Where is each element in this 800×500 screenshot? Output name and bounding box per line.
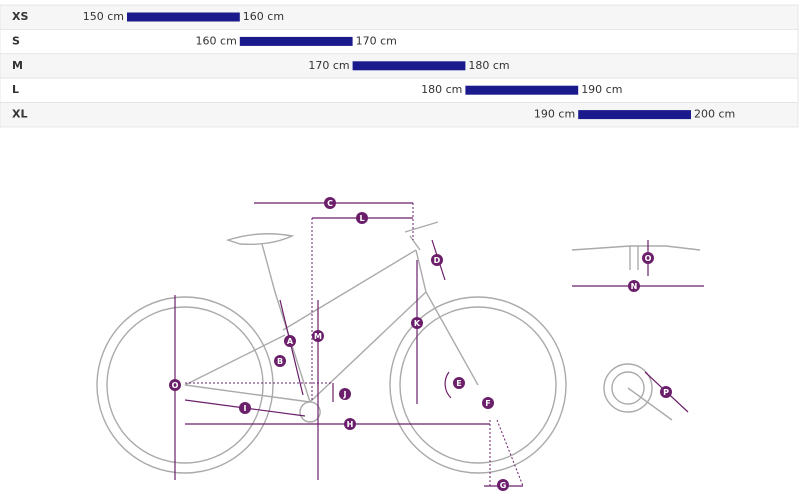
label-badge — [344, 418, 356, 430]
size-label: XS — [12, 10, 28, 23]
size-label: L — [12, 83, 19, 96]
range-bar — [578, 110, 691, 120]
dimension-letter: M — [314, 332, 322, 341]
dimension-letter: E — [456, 379, 461, 388]
min-label: 190 cm — [534, 108, 575, 121]
max-label: 180 cm — [468, 59, 509, 72]
label-badge — [411, 317, 423, 329]
range-bar — [127, 12, 240, 22]
min-label: 170 cm — [308, 59, 349, 72]
max-label: 170 cm — [356, 34, 397, 47]
size-label: XL — [12, 108, 28, 121]
label-badge — [628, 280, 640, 292]
label-badge — [339, 388, 351, 400]
max-label: 160 cm — [243, 10, 284, 23]
dimension-letter: G — [500, 481, 507, 490]
label-badge — [642, 252, 654, 264]
dimension-letter: D — [434, 256, 441, 265]
dimension-letter: O — [645, 254, 652, 263]
dimension-letter: N — [631, 282, 638, 291]
dimension-letter: B — [277, 357, 283, 366]
label-badge — [169, 379, 181, 391]
size-label: M — [12, 59, 23, 72]
dimension-letter: F — [485, 399, 490, 408]
dimension-letter: H — [347, 420, 354, 429]
label-badge — [453, 377, 465, 389]
dimension-lines — [174, 202, 704, 487]
dimension-letter: A — [287, 337, 294, 346]
label-badge — [356, 212, 368, 224]
dimension-letter: J — [343, 390, 347, 399]
label-badge — [431, 254, 443, 266]
min-label: 160 cm — [196, 34, 237, 47]
range-bar — [239, 36, 353, 46]
size-label: S — [12, 34, 20, 47]
dimension-labels: C L D K M A B O J E F I H G O N P — [169, 197, 672, 491]
table-row — [0, 77, 799, 103]
dimension-letter: O — [172, 381, 179, 390]
label-badge — [497, 479, 509, 491]
dimension-letter: K — [414, 319, 421, 328]
bike-drawing — [96, 221, 701, 474]
table-row — [0, 28, 799, 55]
dimension-letter: C — [327, 199, 333, 208]
label-badge — [284, 335, 296, 347]
dimension-letter: P — [663, 388, 669, 397]
max-label: 190 cm — [581, 83, 622, 96]
label-badge — [312, 330, 324, 342]
range-bar — [465, 85, 579, 95]
label-badge — [274, 355, 286, 367]
min-label: 150 cm — [83, 10, 124, 23]
label-badge — [482, 397, 494, 409]
dimension-letter: L — [359, 214, 364, 223]
min-label: 180 cm — [421, 83, 462, 96]
label-badge — [324, 197, 336, 209]
max-label: 200 cm — [694, 108, 735, 121]
size-table: XS 150 cm 160 cm S 160 cm 170 cm M 170 cm 180 cm… — [0, 4, 799, 128]
range-bar — [352, 61, 466, 71]
label-badge — [239, 402, 251, 414]
dimension-letter: I — [244, 404, 247, 413]
label-badge — [660, 386, 672, 398]
